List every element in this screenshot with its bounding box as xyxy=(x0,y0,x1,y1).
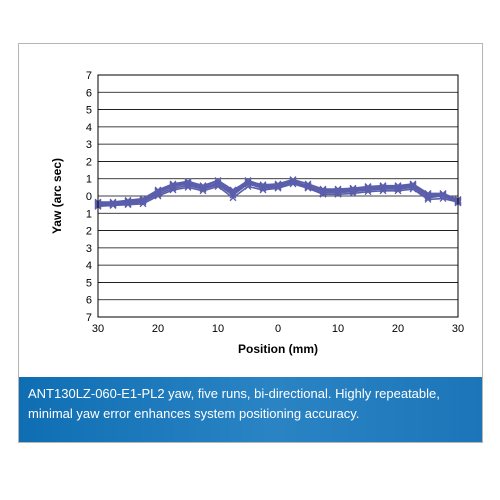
y-tick-label: 6 xyxy=(86,87,92,99)
x-tick-label: 0 xyxy=(275,323,281,335)
series-layer xyxy=(94,176,462,210)
data-point-marker xyxy=(229,191,237,199)
data-point-marker xyxy=(139,195,147,203)
y-tick-label: 0 xyxy=(86,191,92,203)
data-point-marker xyxy=(274,180,282,188)
data-point-marker xyxy=(394,182,402,190)
data-point-marker xyxy=(379,182,387,190)
data-point-marker xyxy=(364,183,372,190)
x-tick-label: 20 xyxy=(152,323,164,335)
data-point-marker xyxy=(169,180,177,188)
data-point-marker xyxy=(304,180,312,188)
data-point-marker xyxy=(109,198,117,206)
data-point-marker xyxy=(229,186,237,194)
data-point-marker xyxy=(184,177,192,185)
plot-frame xyxy=(97,74,459,318)
data-point-marker xyxy=(409,180,417,188)
y-axis-label: Yaw (arc sec) xyxy=(50,158,64,234)
y-tick-label: 7 xyxy=(86,70,92,82)
x-tick-labels: 30 20 10 0 10 20 30 xyxy=(92,323,464,335)
y-tick-label: 3 xyxy=(86,243,92,255)
data-point-marker xyxy=(319,185,327,193)
x-tick-label: 10 xyxy=(332,323,344,335)
x-axis-label: Position (mm) xyxy=(238,342,318,356)
series-3 xyxy=(94,176,462,207)
x-tick-label: 30 xyxy=(92,323,104,335)
data-point-marker xyxy=(154,186,162,194)
y-tick-label: 4 xyxy=(86,260,92,272)
data-point-marker xyxy=(424,189,432,197)
caption-banner: ANT130LZ-060-E1-PL2 yaw, five runs, bi-d… xyxy=(19,377,482,442)
x-tick-label: 10 xyxy=(212,323,224,335)
data-point-marker xyxy=(214,176,222,184)
data-point-marker xyxy=(259,181,267,189)
grid xyxy=(98,74,458,318)
data-point-marker xyxy=(334,185,342,193)
y-tick-label: 1 xyxy=(86,174,92,186)
y-tick-label: 1 xyxy=(86,208,92,220)
y-tick-label: 3 xyxy=(86,139,92,151)
data-point-marker xyxy=(199,182,207,190)
data-point-marker xyxy=(349,184,357,192)
data-point-marker xyxy=(439,189,447,197)
series-6 xyxy=(94,176,462,206)
y-tick-label: 2 xyxy=(86,226,92,238)
y-tick-label: 5 xyxy=(86,105,92,117)
caption-text: ANT130LZ-060-E1-PL2 yaw, five runs, bi-d… xyxy=(28,386,440,421)
y-tick-label: 5 xyxy=(86,277,92,289)
y-tick-label: 7 xyxy=(86,312,92,324)
x-tick-label: 30 xyxy=(452,323,464,335)
y-tick-labels: 7 6 5 4 3 2 1 0 1 2 3 4 5 6 7 xyxy=(86,70,92,324)
y-tick-label: 2 xyxy=(86,156,92,168)
data-point-marker xyxy=(289,176,297,184)
data-point-marker xyxy=(244,177,252,185)
x-tick-label: 20 xyxy=(392,323,404,335)
y-tick-label: 4 xyxy=(86,122,92,134)
data-point-marker xyxy=(124,196,132,204)
series-2 xyxy=(94,177,462,209)
y-tick-label: 6 xyxy=(86,295,92,307)
